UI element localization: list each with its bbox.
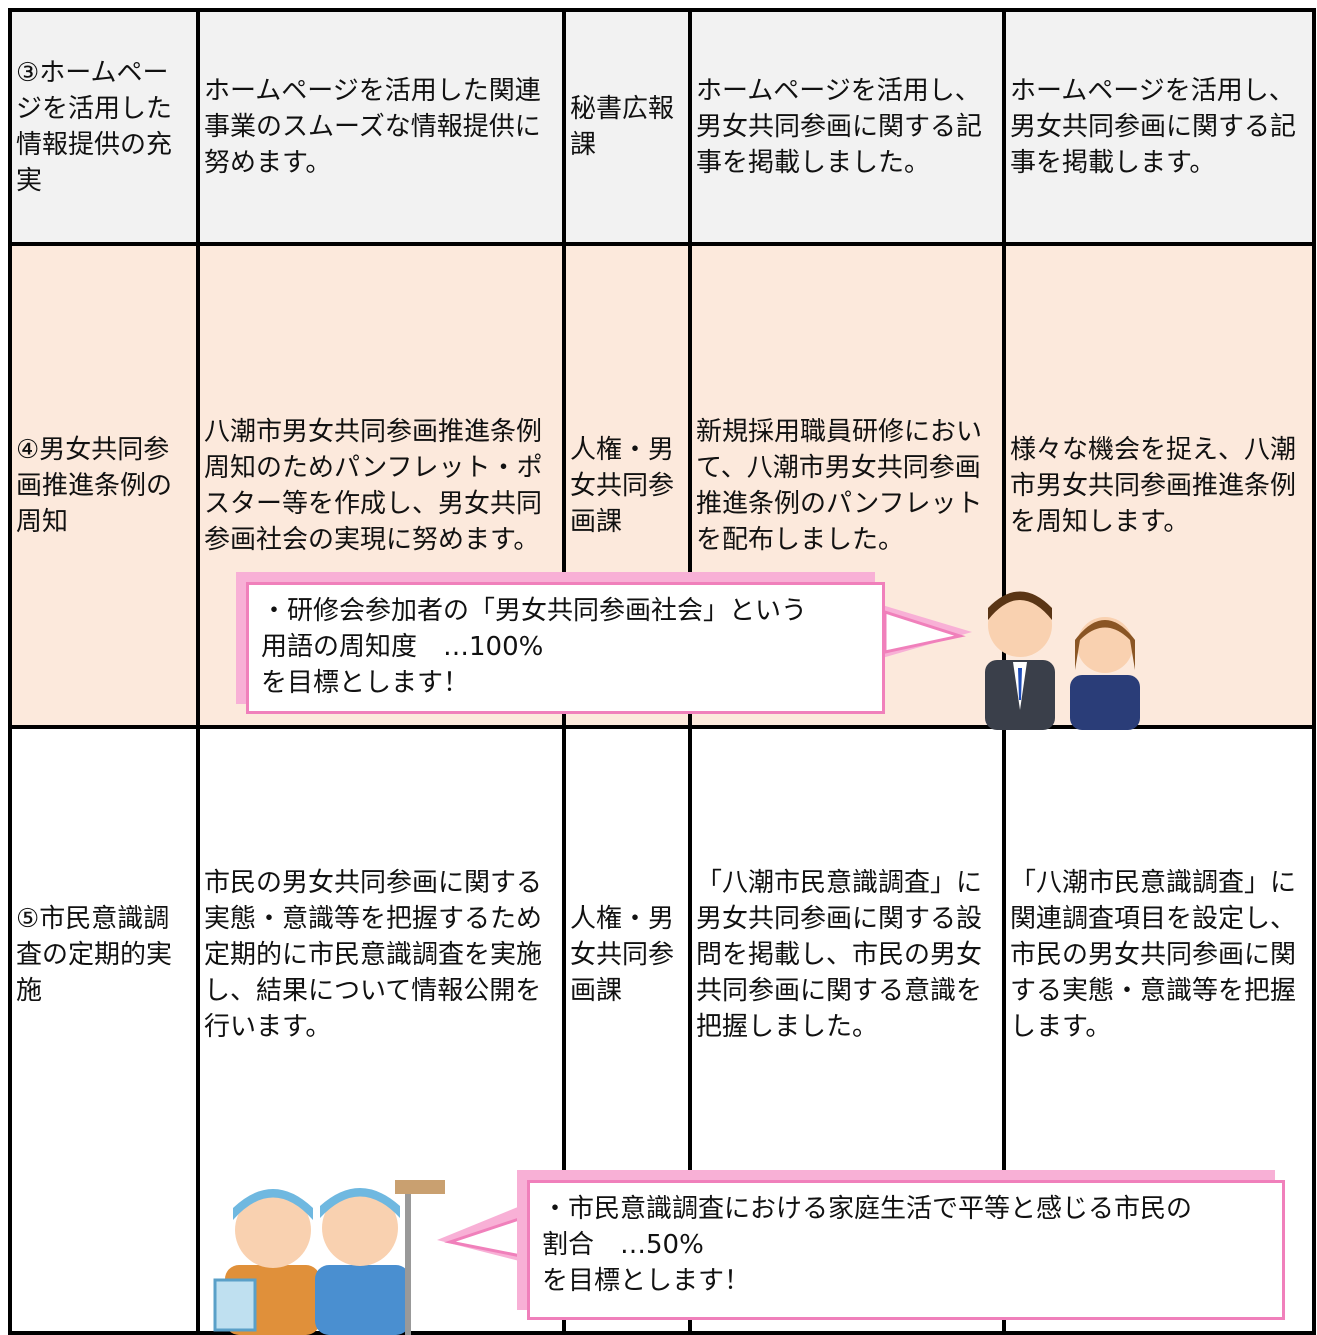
staff-illustration [985,591,1140,730]
table-cell: ⑤市民意識調査の定期的実施 [8,725,200,1335]
callout-line: を目標とします！ [542,1266,751,1296]
table-cell: ホームページを活用し、男女共同参画に関する記事を掲載しました。 [688,8,1006,246]
citizens-illustration [213,1180,445,1335]
table-cell: ホームページを活用し、男女共同参画に関する記事を掲載します。 [1002,8,1316,246]
pointer-1 [882,605,972,658]
callout-line: を目標とします！ [261,668,470,698]
callout-1: ・研修会参加者の「男女共同参画社会」という 用語の周知度 …100% を目標とし… [246,582,885,714]
table-cell: ④男女共同参画推進条例の周知 [8,242,200,729]
callout-2: ・市民意識調査における家庭生活で平等と感じる市民の 割合 …50% を目標としま… [527,1180,1285,1320]
table-cell: 秘書広報課 [562,8,692,246]
callout-line: 用語の周知度 …100% [261,632,544,662]
table-cell: ホームページを活用した関連事業のスムーズな情報提供に努めます。 [196,8,566,246]
table-cell: 様々な機会を捉え、八潮市男女共同参画推進条例を周知します。 [1002,242,1316,729]
table-row: ③ホームページを活用した情報提供の充実 ホームページを活用した関連事業のスムーズな… [8,8,1316,246]
table-cell: ③ホームページを活用した情報提供の充実 [8,8,200,246]
callout-line: ・市民意識調査における家庭生活で平等と感じる市民の [542,1194,1193,1224]
callout-line: 割合 …50% [542,1230,704,1260]
callout-line: ・研修会参加者の「男女共同参画社会」という [261,596,808,626]
